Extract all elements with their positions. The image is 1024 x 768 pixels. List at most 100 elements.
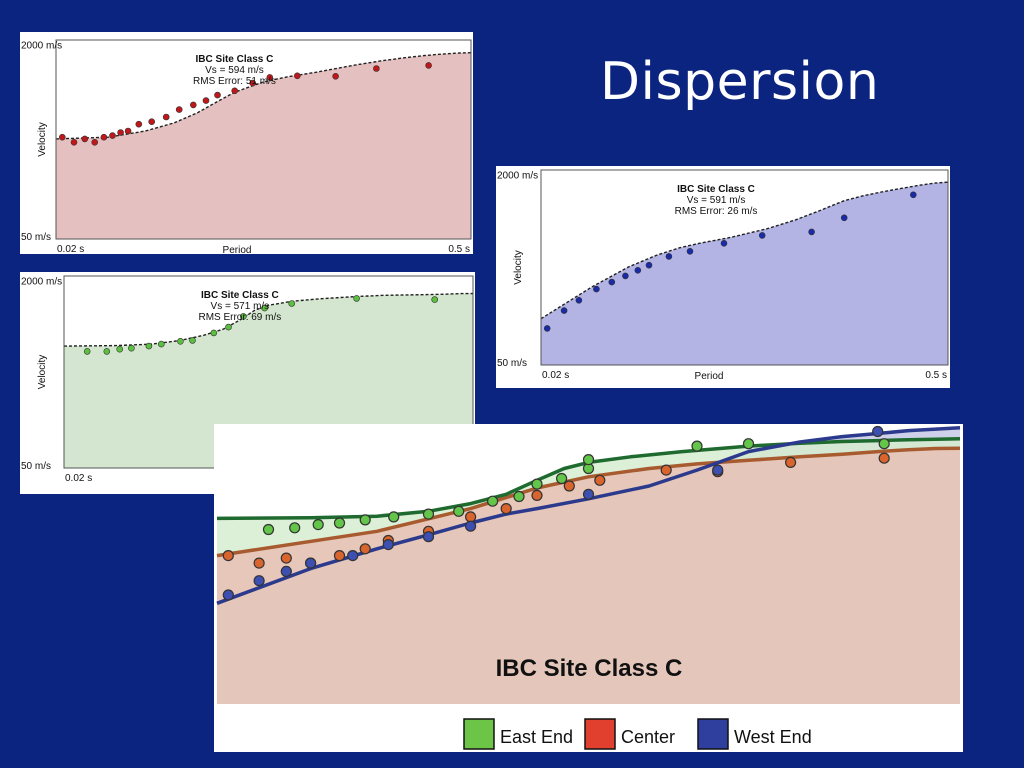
chart-vs: Vs = 594 m/s	[205, 65, 264, 76]
data-point	[425, 62, 432, 69]
y-tick-min: 50 m/s	[497, 358, 527, 369]
data-point	[103, 348, 111, 355]
data-point	[909, 191, 917, 199]
data-point	[288, 300, 296, 307]
data-point	[231, 87, 238, 95]
data-point	[622, 272, 629, 280]
chart-title: IBC Site Class C	[201, 290, 279, 301]
series-point	[304, 557, 317, 569]
series-point	[222, 550, 234, 562]
series-point	[878, 438, 890, 450]
data-point	[266, 74, 274, 81]
series-point	[262, 523, 275, 536]
x-axis-label: Period	[695, 371, 724, 382]
series-point	[500, 502, 512, 515]
series-point	[594, 474, 606, 486]
series-point	[878, 452, 890, 464]
series-point	[388, 511, 400, 523]
series-point	[556, 472, 568, 485]
x-tick-min: 0.02 s	[57, 244, 84, 254]
legend-label: East End	[500, 727, 573, 747]
chart-panel-red: IBC Site Class C Vs = 594 m/s RMS Error: 5…	[20, 32, 473, 254]
data-point	[808, 228, 815, 236]
data-point	[148, 118, 155, 125]
data-point	[117, 129, 124, 136]
model-curve	[55, 52, 472, 140]
data-point	[543, 325, 551, 332]
data-point	[162, 113, 170, 121]
data-point	[145, 342, 153, 350]
series-point	[382, 538, 394, 551]
series-point	[453, 505, 465, 517]
chart-panel-blue: IBC Site Class C Vs = 591 m/s RMS Error: 2…	[496, 166, 950, 388]
data-point	[210, 329, 218, 337]
series-point	[333, 517, 346, 529]
series-point	[513, 490, 525, 503]
series-point	[222, 589, 234, 601]
series-point	[872, 425, 884, 438]
series-point	[422, 508, 435, 520]
legend-swatch	[697, 718, 729, 750]
data-point	[293, 72, 301, 80]
data-point	[249, 79, 256, 87]
model-curve	[540, 181, 949, 320]
series-point	[289, 522, 301, 534]
data-point	[431, 296, 439, 303]
series-point	[359, 514, 371, 526]
data-point	[758, 232, 766, 239]
data-point	[840, 214, 848, 222]
y-tick-max: 2000 m/s	[497, 170, 538, 181]
chart-rms-error: RMS Error: 26 m/s	[675, 206, 758, 217]
x-tick-min: 0.02 s	[542, 370, 569, 381]
series-point	[563, 480, 575, 492]
series-point	[333, 550, 346, 562]
data-point	[353, 295, 360, 302]
data-point	[720, 240, 728, 247]
chart-rms-error: RMS Error: 51 m/s	[193, 76, 276, 87]
series-point	[487, 495, 499, 507]
data-point	[593, 285, 600, 293]
chart-vs: Vs = 571 m/s	[211, 301, 270, 312]
data-point	[128, 344, 135, 352]
y-tick-max: 2000 m/s	[21, 40, 62, 51]
series-point	[691, 440, 703, 452]
area-fill	[56, 52, 471, 240]
slide-title: Dispersion	[600, 52, 880, 112]
data-point	[575, 297, 583, 304]
data-point	[240, 313, 247, 320]
data-point	[109, 132, 116, 139]
area-fill	[541, 182, 948, 365]
data-point	[608, 278, 616, 286]
plot-frame	[540, 169, 949, 366]
data-point	[116, 345, 123, 353]
legend-label: West End	[734, 727, 812, 747]
series-point	[280, 565, 292, 577]
y-axis-label: Velocity	[37, 122, 48, 156]
y-axis-label: Velocity	[37, 355, 48, 389]
combined-chart-panel: IBC Site Class C East End Center West End	[214, 424, 963, 752]
y-axis-label: Velocity	[513, 250, 524, 284]
data-point	[175, 106, 183, 113]
data-point	[124, 127, 132, 135]
data-point	[202, 97, 210, 104]
data-point	[135, 120, 143, 128]
series-point	[465, 520, 477, 532]
chart-title: IBC Site Class C	[677, 184, 755, 195]
series-point	[253, 557, 265, 569]
x-tick-max: 0.5 s	[925, 370, 947, 381]
data-point	[70, 139, 78, 146]
chart-rms-error: RMS Error: 69 m/s	[198, 312, 281, 323]
data-point	[225, 323, 232, 331]
series-point	[582, 453, 595, 466]
series-point	[253, 575, 265, 587]
model-curve	[63, 292, 474, 347]
legend-swatch	[463, 718, 495, 750]
series-point	[582, 488, 595, 500]
data-point	[81, 135, 89, 143]
data-point	[332, 72, 339, 80]
data-point	[373, 65, 380, 72]
data-point	[560, 307, 568, 314]
series-fill	[217, 448, 960, 704]
